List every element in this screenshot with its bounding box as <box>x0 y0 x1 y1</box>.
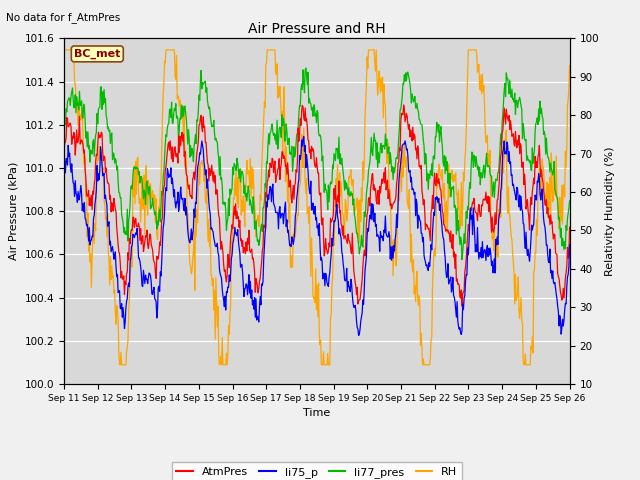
Legend: AtmPres, li75_p, li77_pres, RH: AtmPres, li75_p, li77_pres, RH <box>172 462 461 480</box>
Text: BC_met: BC_met <box>74 49 120 59</box>
Text: No data for f_AtmPres: No data for f_AtmPres <box>6 12 121 23</box>
Y-axis label: Relativity Humidity (%): Relativity Humidity (%) <box>605 146 614 276</box>
Y-axis label: Air Pressure (kPa): Air Pressure (kPa) <box>9 162 19 260</box>
X-axis label: Time: Time <box>303 408 330 418</box>
Title: Air Pressure and RH: Air Pressure and RH <box>248 22 386 36</box>
